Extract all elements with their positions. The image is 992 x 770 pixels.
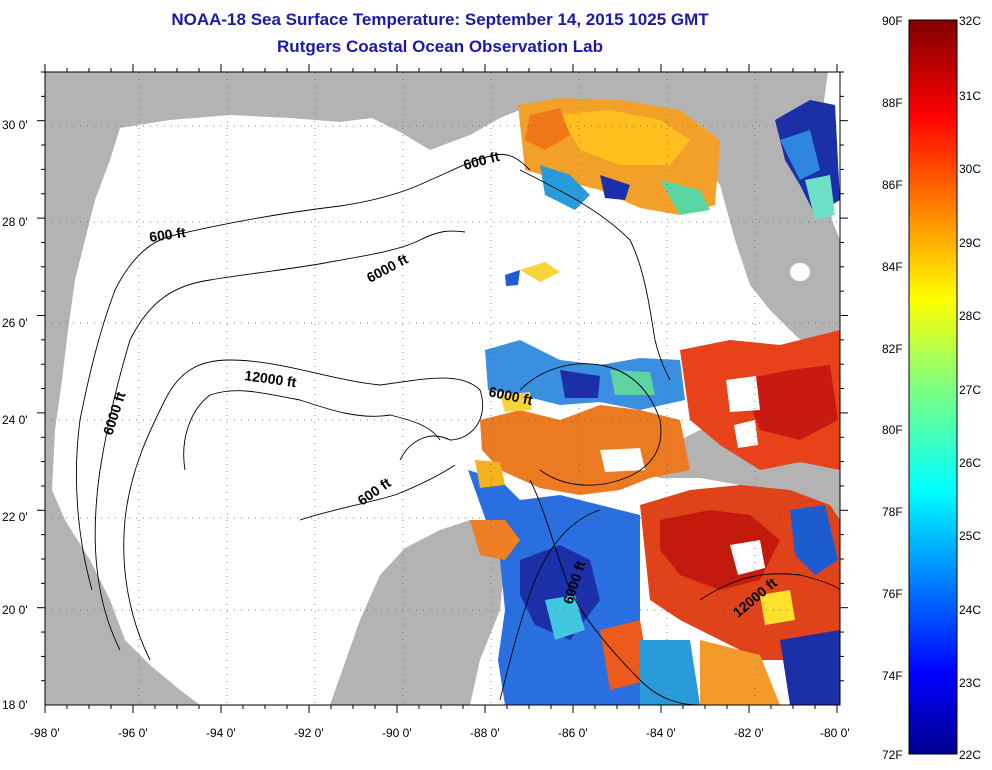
colorbar-label-c: 22C: [959, 748, 982, 762]
colorbar-label-c: 31C: [959, 89, 982, 103]
lon-label: -94 0': [206, 726, 236, 740]
sst-data-layer: [468, 98, 840, 705]
lat-label: 26 0': [2, 316, 28, 330]
map-subtitle: Rutgers Coastal Ocean Observation Lab: [277, 37, 603, 56]
lon-label: -96 0': [118, 726, 148, 740]
lon-label: -84 0': [646, 726, 676, 740]
lat-label: 28 0': [2, 215, 28, 229]
lon-label: -88 0': [470, 726, 500, 740]
lake-okeechobee: [790, 263, 810, 281]
map-title: NOAA-18 Sea Surface Temperature: Septemb…: [171, 10, 709, 29]
colorbar-label-f: 72F: [882, 748, 903, 762]
colorbar-label-f: 90F: [882, 14, 903, 28]
colorbar-label-c: 23C: [959, 676, 982, 690]
temperature-colorbar: [908, 19, 958, 755]
lat-label: 20 0': [2, 603, 28, 617]
colorbar-label-c: 28C: [959, 309, 982, 323]
sst-map: 600 ft 600 ft 6000 ft 6000 ft 12000 ft 6…: [37, 64, 848, 713]
lat-label: 24 0': [2, 413, 28, 427]
colorbar-label-f: 78F: [882, 505, 903, 519]
axis-ticks: [37, 64, 848, 713]
lon-label: -80 0': [820, 726, 850, 740]
graticule: [45, 72, 840, 705]
lon-label: -92 0': [294, 726, 324, 740]
colorbar-label-f: 80F: [882, 423, 903, 437]
colorbar-label-f: 76F: [882, 587, 903, 601]
colorbar-label-f: 88F: [882, 96, 903, 110]
contour-label-600ft: 600 ft: [148, 224, 187, 245]
colorbar-label-c: 25C: [959, 529, 982, 543]
colorbar-label-c: 26C: [959, 456, 982, 470]
colorbar-label-f: 74F: [882, 669, 903, 683]
lon-label: -98 0': [30, 726, 60, 740]
contour-label-12000ft: 12000 ft: [244, 367, 298, 390]
lon-label: -82 0': [734, 726, 764, 740]
lat-label: 18 0': [2, 698, 28, 712]
colorbar-label-f: 86F: [882, 178, 903, 192]
lon-label: -90 0': [382, 726, 412, 740]
colorbar-label-c: 32C: [959, 14, 982, 28]
lon-label: -86 0': [558, 726, 588, 740]
yucatan-land: [330, 520, 505, 705]
bathymetry-contours: [75, 153, 840, 705]
colorbar-label-c: 30C: [959, 162, 982, 176]
lat-label: 30 0': [2, 118, 28, 132]
colorbar-label-c: 29C: [959, 236, 982, 250]
lat-label: 22 0': [2, 510, 28, 524]
gulf-ocean: [52, 110, 840, 705]
colorbar-label-f: 82F: [882, 342, 903, 356]
colorbar-label-c: 24C: [959, 603, 982, 617]
colorbar-label-f: 84F: [882, 260, 903, 274]
colorbar-label-c: 27C: [959, 383, 982, 397]
